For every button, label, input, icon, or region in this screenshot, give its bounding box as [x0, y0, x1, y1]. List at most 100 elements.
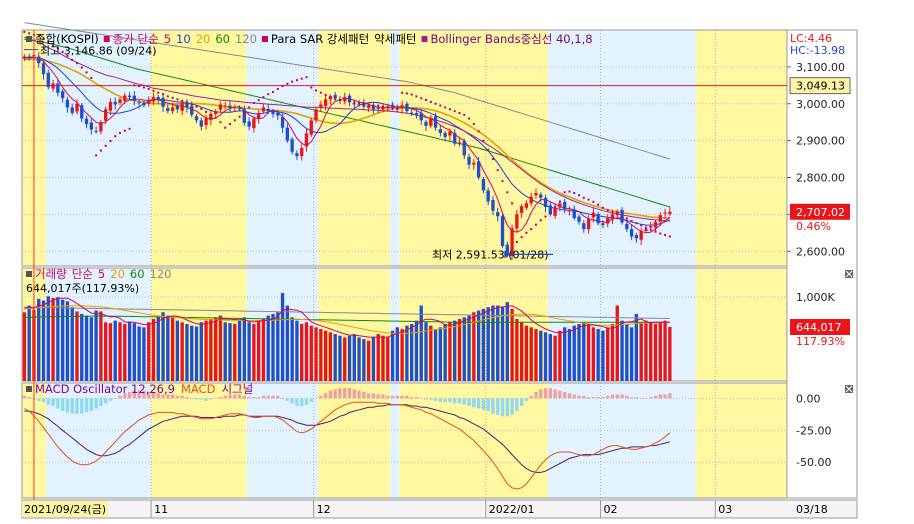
- psar-dot: [276, 88, 279, 90]
- volume-bar: [22, 312, 27, 381]
- volume-bar: [247, 322, 251, 381]
- volume-bar: [476, 310, 481, 381]
- macd-oscillator-bar: [304, 398, 309, 405]
- bollinger-upper-line: [24, 36, 670, 222]
- macd-oscillator-bar: [51, 398, 55, 406]
- candle: [51, 83, 55, 89]
- candle: [333, 94, 337, 99]
- volume-legend-title-marker: [26, 271, 32, 277]
- candle: [491, 199, 495, 211]
- price-ma-5-line: [24, 56, 671, 234]
- macd-oscillator-bar: [553, 389, 557, 399]
- candle: [295, 153, 299, 157]
- macd-close-icon[interactable]: [845, 385, 853, 393]
- psar-dot: [286, 82, 289, 85]
- macd-oscillator-bar: [653, 395, 658, 399]
- volume-bar: [634, 313, 639, 381]
- macd-oscillator-bar: [41, 398, 46, 403]
- period-band: [151, 383, 247, 498]
- volume-bar: [491, 305, 495, 381]
- psar-dot: [659, 232, 662, 235]
- price-ma-10-line: [24, 57, 671, 226]
- volume-bar: [653, 323, 658, 381]
- macd-oscillator-bar: [252, 397, 256, 399]
- macd-oscillator-bar: [27, 397, 31, 399]
- legend-index-marker: [26, 36, 32, 42]
- candle: [56, 83, 60, 93]
- macd-oscillator-bar: [596, 397, 600, 399]
- macd-oscillator-bar: [60, 398, 65, 412]
- psar-dot: [649, 228, 652, 231]
- candle: [228, 105, 232, 109]
- legend-ma-label-marker: [103, 36, 110, 42]
- volume-bar: [108, 323, 113, 381]
- macd-oscillator-bar: [610, 394, 615, 399]
- volume-bar: [304, 322, 309, 381]
- volume-bar: [60, 299, 65, 381]
- candle: [233, 106, 237, 108]
- candle: [266, 108, 270, 112]
- macd-oscillator-bar: [338, 388, 342, 399]
- volume-legend-ma-20: 20: [110, 267, 125, 281]
- period-band: [390, 30, 400, 266]
- candle: [166, 108, 170, 112]
- psar-dot: [56, 47, 59, 50]
- legend-ma-5: 5: [164, 32, 171, 46]
- psar-dot: [209, 113, 212, 116]
- volume-bar: [285, 305, 290, 381]
- macd-oscillator-bar: [70, 398, 74, 414]
- volume-last-box: [790, 319, 850, 336]
- psar-dot: [578, 194, 581, 197]
- macd-oscillator-bar: [185, 397, 189, 399]
- macd-oscillator-bar: [108, 398, 113, 401]
- psar-dot: [166, 95, 169, 98]
- candle: [46, 72, 50, 88]
- psar-dot: [205, 110, 208, 113]
- volume-bar: [170, 317, 175, 381]
- volume-bar: [352, 334, 356, 381]
- psar-dot: [573, 191, 576, 194]
- psar-dot: [391, 107, 394, 110]
- macd-oscillator-bar: [433, 398, 438, 401]
- volume-bar: [486, 307, 490, 381]
- macd-oscillator-bar: [606, 395, 610, 399]
- volume-bar: [151, 318, 156, 381]
- volume-bar: [539, 330, 543, 381]
- candle: [371, 105, 376, 110]
- macd-oscillator-bar: [94, 398, 98, 409]
- macd-oscillator-bar: [505, 398, 509, 417]
- volume-bar: [266, 315, 270, 381]
- macd-oscillator-bar: [218, 397, 223, 399]
- volume-bar: [596, 329, 600, 381]
- candle: [486, 190, 490, 202]
- candle: [113, 101, 117, 105]
- macd-oscillator-bar: [524, 398, 529, 401]
- macd-oscillator-bar: [529, 395, 533, 399]
- hc-label: HC:-13.98: [790, 44, 845, 57]
- psar-dot: [654, 230, 657, 233]
- price-tick-label: 3,000.00: [796, 98, 845, 111]
- volume-close-icon[interactable]: [845, 270, 853, 278]
- macd-oscillator-bar: [156, 393, 160, 399]
- candle: [323, 99, 328, 106]
- macd-oscillator-bar: [390, 395, 395, 399]
- candle: [639, 230, 643, 240]
- psar-dot: [133, 84, 136, 87]
- candle: [362, 103, 366, 107]
- psar-dot: [219, 121, 222, 124]
- volume-bar: [309, 325, 313, 381]
- macd-oscillator-bar: [395, 395, 400, 399]
- volume-bar: [27, 305, 31, 381]
- volume-bar: [223, 322, 227, 381]
- volume-last-label: 644,017주(117.93%): [26, 282, 139, 295]
- macd-oscillator-bar: [127, 391, 132, 399]
- macd-oscillator-bar: [448, 398, 452, 403]
- psar-dot: [75, 62, 78, 65]
- macd-oscillator-bar: [658, 394, 662, 399]
- volume-bar: [409, 323, 414, 381]
- candle: [213, 111, 218, 115]
- psar-dot: [472, 123, 475, 126]
- macd-oscillator-bar: [194, 398, 199, 400]
- psar-dot: [319, 91, 322, 94]
